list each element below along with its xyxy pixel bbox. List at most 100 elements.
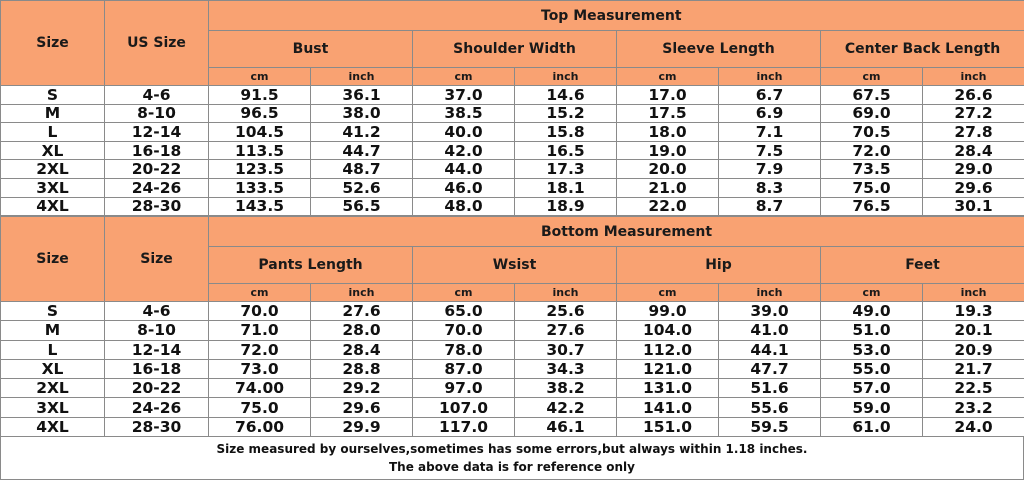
footer-line-1: Size measured by ourselves,sometimes has… bbox=[216, 442, 808, 456]
value-cell: 25.6 bbox=[514, 300, 617, 322]
header-row-measures: Pants Length Wsist Hip Feet bbox=[1, 246, 1024, 284]
us-size-cell: 4-6 bbox=[104, 300, 209, 322]
value-cell: 61.0 bbox=[820, 416, 923, 438]
value-cell: 104.5 bbox=[208, 122, 311, 142]
us-size-cell: 12-14 bbox=[104, 339, 209, 360]
value-cell: 30.7 bbox=[514, 339, 617, 360]
table-row: 4XL 28-30 76.00 29.9 117.0 46.1 151.0 59.5 61.0 2… bbox=[0, 416, 1024, 438]
value-cell: 44.7 bbox=[310, 140, 413, 161]
table-row: 2XL 20-22 74.00 29.2 97.0 38.2 131.0 51.6 57.0 22… bbox=[0, 378, 1024, 399]
value-cell: 55.0 bbox=[820, 358, 923, 380]
us-size-cell: 20-22 bbox=[104, 378, 209, 399]
us-size-cell: 24-26 bbox=[104, 177, 209, 198]
table-row: 3XL 24-26 75.0 29.6 107.0 42.2 141.0 55.6 59.0 23… bbox=[0, 397, 1024, 418]
value-cell: 27.2 bbox=[921, 103, 1024, 124]
value-cell: 42.2 bbox=[514, 397, 617, 418]
group-title: Bottom Measurement bbox=[207, 216, 1024, 247]
value-cell: 56.5 bbox=[310, 196, 413, 217]
table-row: M 8-10 96.5 38.0 38.5 15.2 17.5 6.9 69.0 27.2 bbox=[0, 103, 1024, 124]
value-cell: 8.7 bbox=[718, 196, 821, 217]
value-cell: 6.7 bbox=[718, 85, 821, 105]
value-cell: 59.0 bbox=[820, 397, 923, 418]
value-cell: 22.5 bbox=[921, 378, 1024, 399]
table-row: 3XL 24-26 133.5 52.6 46.0 18.1 21.0 8.3 75.0 29.6 bbox=[0, 177, 1024, 198]
value-cell: 20.9 bbox=[921, 339, 1024, 360]
measure-header: Hip bbox=[616, 246, 821, 284]
value-cell: 38.0 bbox=[310, 103, 413, 124]
value-cell: 143.5 bbox=[208, 196, 311, 217]
size-cell: 4XL bbox=[0, 416, 105, 438]
value-cell: 121.0 bbox=[616, 358, 719, 380]
value-cell: 22.0 bbox=[616, 196, 719, 217]
size-cell: 4XL bbox=[0, 196, 105, 217]
unit-header: cm bbox=[616, 283, 719, 302]
size-cell: M bbox=[0, 320, 105, 341]
us-size-cell: 4-6 bbox=[104, 85, 209, 105]
us-size-cell: 16-18 bbox=[104, 358, 209, 380]
value-cell: 36.1 bbox=[310, 85, 413, 105]
table-row: M 8-10 71.0 28.0 70.0 27.6 104.0 41.0 51.0 20.1 bbox=[0, 320, 1024, 341]
value-cell: 72.0 bbox=[208, 339, 311, 360]
value-cell: 39.0 bbox=[718, 300, 821, 322]
size-header: Size bbox=[0, 0, 105, 86]
value-cell: 113.5 bbox=[208, 140, 311, 161]
value-cell: 97.0 bbox=[412, 378, 515, 399]
value-cell: 18.0 bbox=[616, 122, 719, 142]
value-cell: 123.5 bbox=[208, 159, 311, 179]
measure-header: Wsist bbox=[412, 246, 617, 284]
header-row-title: Size US Size Top Measurement bbox=[0, 0, 1024, 86]
value-cell: 14.6 bbox=[514, 85, 617, 105]
value-cell: 40.0 bbox=[412, 122, 515, 142]
value-cell: 16.5 bbox=[514, 140, 617, 161]
value-cell: 38.2 bbox=[514, 378, 617, 399]
value-cell: 28.8 bbox=[310, 358, 413, 380]
value-cell: 7.5 bbox=[718, 140, 821, 161]
value-cell: 73.0 bbox=[208, 358, 311, 380]
unit-header: cm bbox=[208, 67, 311, 86]
us-size-cell: 20-22 bbox=[104, 159, 209, 179]
unit-header: cm bbox=[616, 67, 719, 86]
value-cell: 29.6 bbox=[921, 177, 1024, 198]
value-cell: 28.0 bbox=[310, 320, 413, 341]
value-cell: 72.0 bbox=[820, 140, 923, 161]
size-header: Size bbox=[0, 216, 105, 302]
value-cell: 47.7 bbox=[718, 358, 821, 380]
value-cell: 87.0 bbox=[412, 358, 515, 380]
value-cell: 133.5 bbox=[208, 177, 311, 198]
us-size-cell: 8-10 bbox=[104, 103, 209, 124]
value-cell: 151.0 bbox=[616, 416, 719, 438]
unit-header: inch bbox=[310, 283, 413, 302]
value-cell: 141.0 bbox=[616, 397, 719, 418]
value-cell: 42.0 bbox=[412, 140, 515, 161]
size-cell: XL bbox=[0, 140, 105, 161]
value-cell: 23.2 bbox=[921, 397, 1024, 418]
value-cell: 70.0 bbox=[208, 300, 311, 322]
value-cell: 24.0 bbox=[921, 416, 1024, 438]
value-cell: 18.9 bbox=[514, 196, 617, 217]
measure-header: Pants Length bbox=[208, 246, 413, 284]
value-cell: 28.4 bbox=[310, 339, 413, 360]
value-cell: 37.0 bbox=[412, 85, 515, 105]
header-row-measures: Bust Shoulder Width Sleeve Length Center Ba… bbox=[1, 30, 1024, 68]
value-cell: 20.0 bbox=[616, 159, 719, 179]
table-row: 4XL 28-30 143.5 56.5 48.0 18.9 22.0 8.7 76.5 30.1 bbox=[0, 196, 1024, 217]
value-cell: 107.0 bbox=[412, 397, 515, 418]
value-cell: 71.0 bbox=[208, 320, 311, 341]
value-cell: 29.9 bbox=[310, 416, 413, 438]
value-cell: 8.3 bbox=[718, 177, 821, 198]
value-cell: 48.0 bbox=[412, 196, 515, 217]
us-size-cell: 28-30 bbox=[104, 196, 209, 217]
table-row: L 12-14 104.5 41.2 40.0 15.8 18.0 7.1 70.5 27.8 bbox=[0, 122, 1024, 142]
unit-header: cm bbox=[820, 67, 923, 86]
unit-header: cm bbox=[412, 67, 515, 86]
value-cell: 27.6 bbox=[514, 320, 617, 341]
bottom-measurement-table: Size Size Bottom Measurement Pants Length Ws… bbox=[0, 216, 1024, 438]
value-cell: 29.6 bbox=[310, 397, 413, 418]
value-cell: 26.6 bbox=[921, 85, 1024, 105]
unit-header: inch bbox=[514, 283, 617, 302]
value-cell: 69.0 bbox=[820, 103, 923, 124]
size-cell: S bbox=[0, 300, 105, 322]
value-cell: 15.2 bbox=[514, 103, 617, 124]
size-cell: S bbox=[0, 85, 105, 105]
value-cell: 29.2 bbox=[310, 378, 413, 399]
